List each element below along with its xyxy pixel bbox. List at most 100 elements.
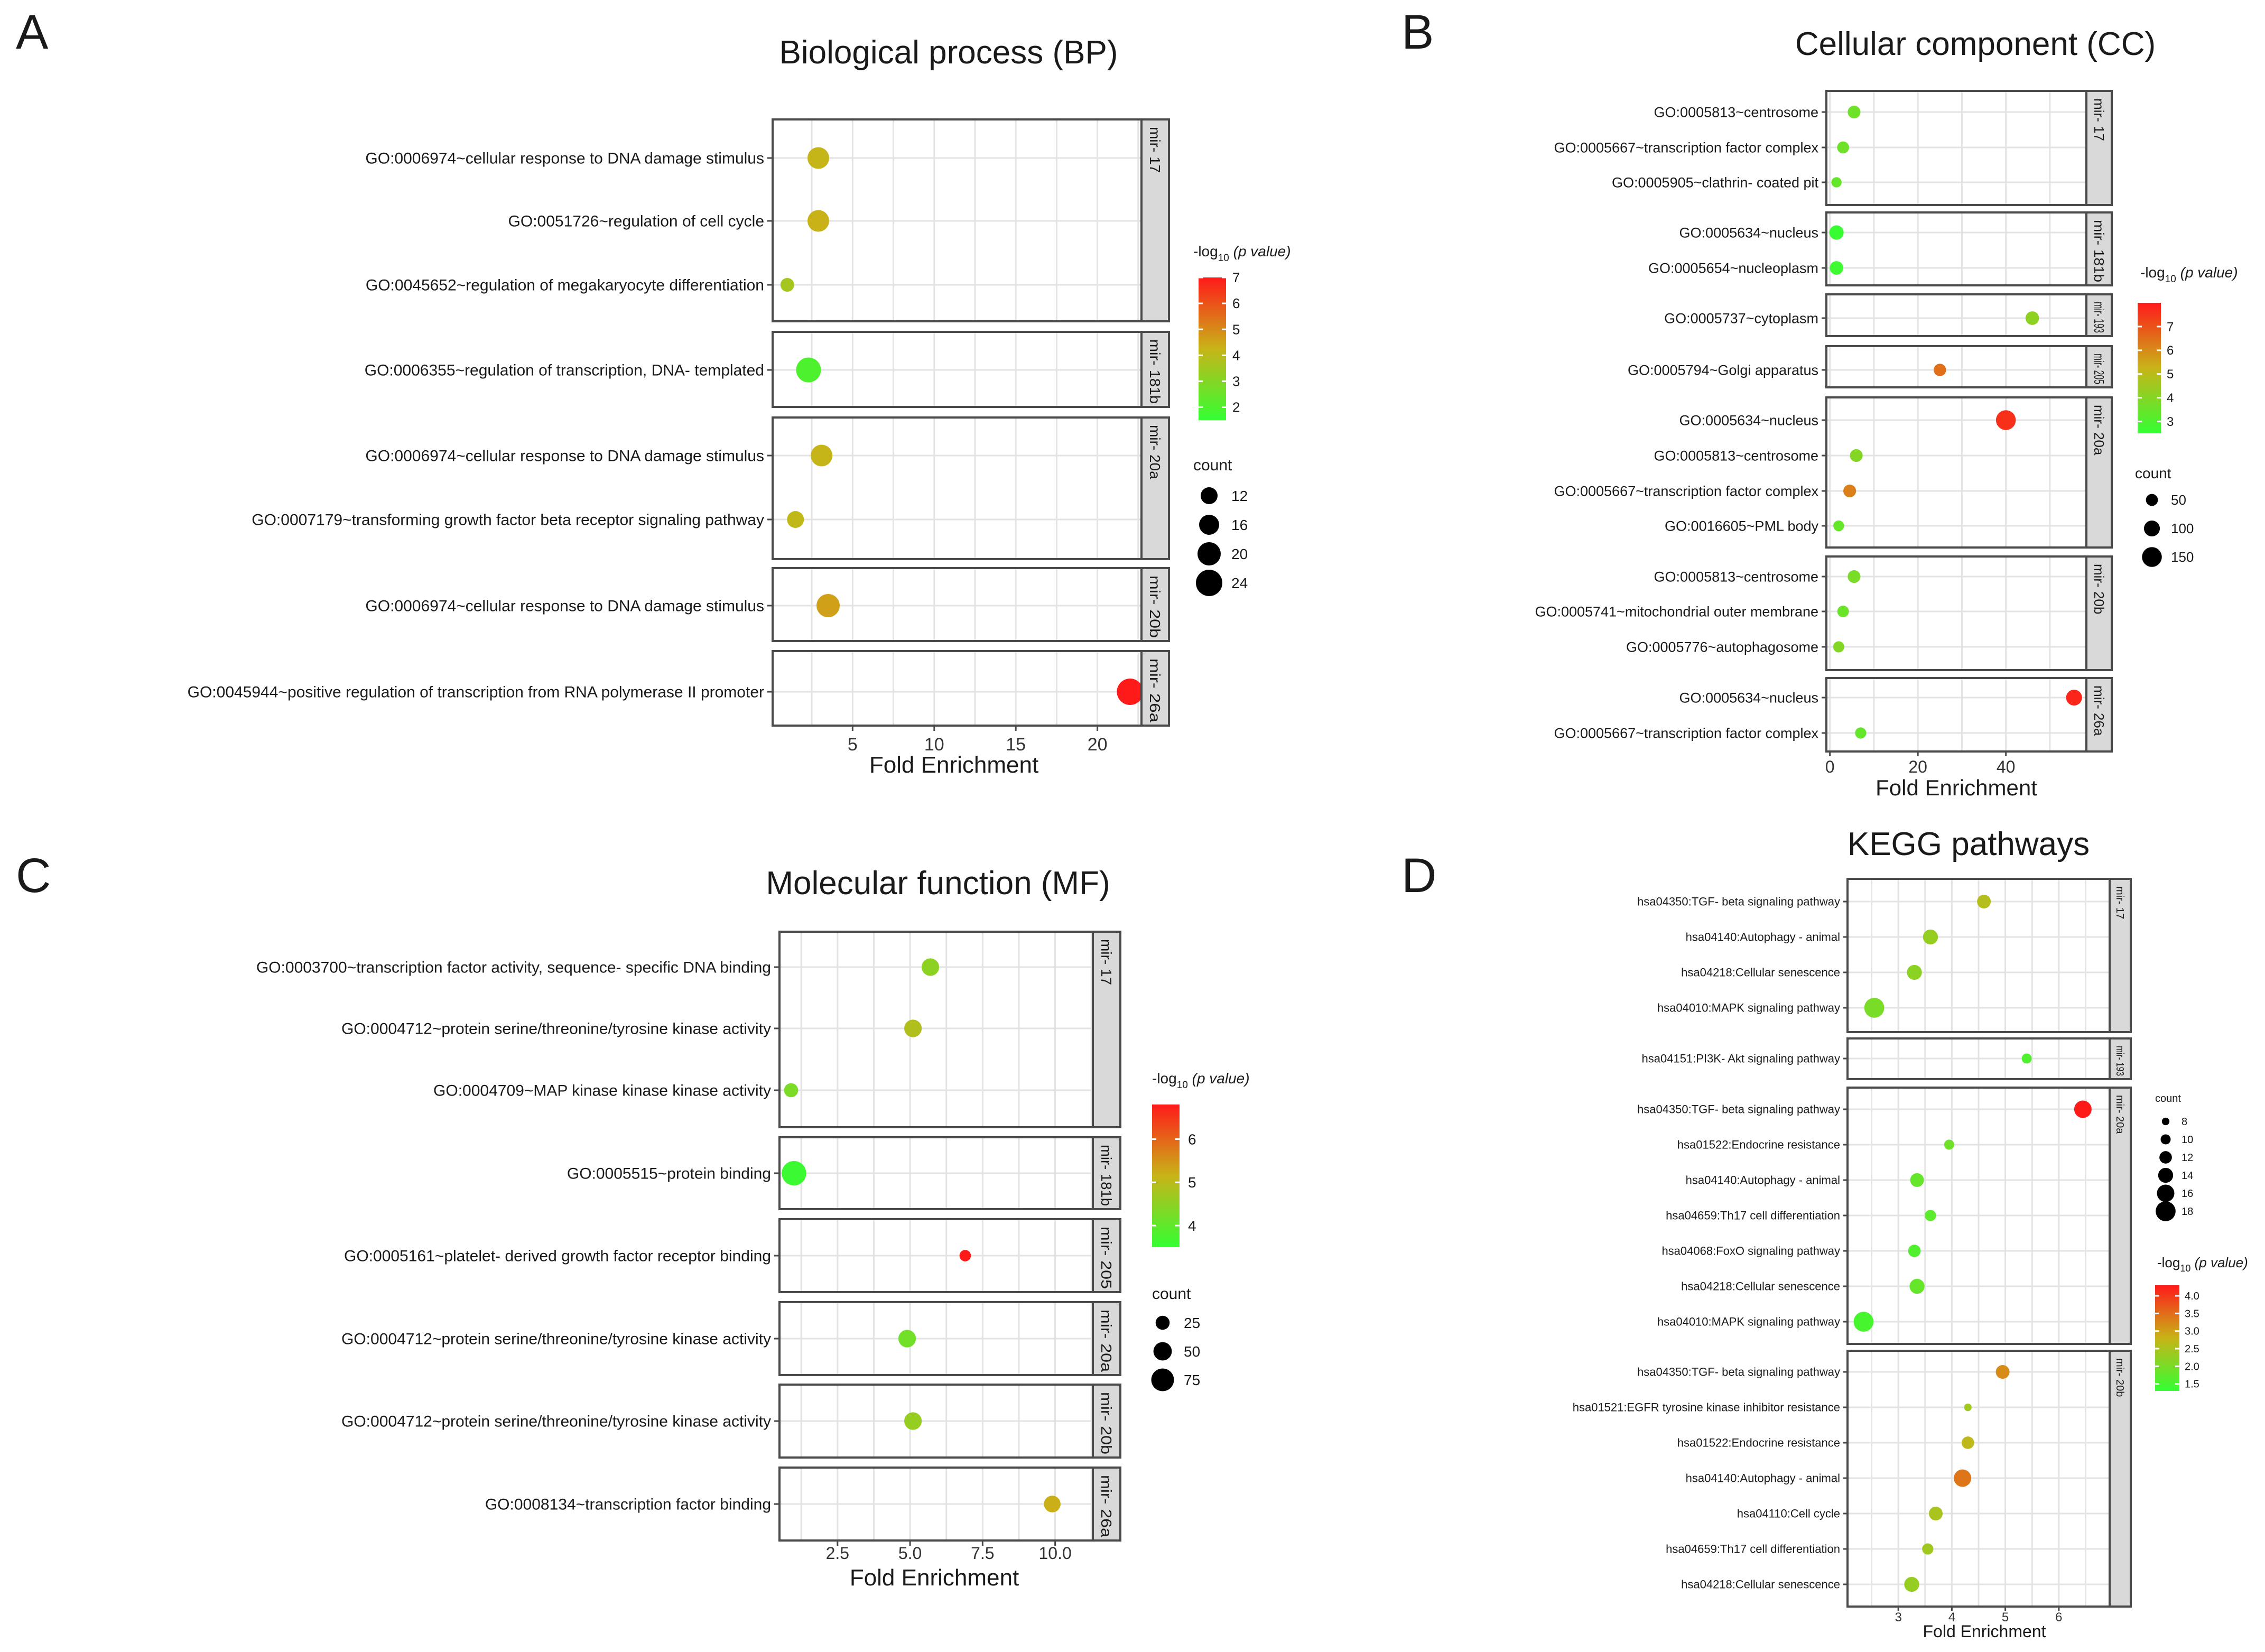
size-legend-dot xyxy=(2158,1167,2174,1183)
facet-mir-181b: GO:0005634~nucleus GO:0005654~nucleoplasm… xyxy=(1648,211,2113,286)
x-tick-label: 10 xyxy=(924,735,944,755)
facet-mir-20b: GO:0005813~centrosome GO:0005741~mitochon… xyxy=(1535,555,2113,671)
panel-a-x-axis-label: Fold Enrichment xyxy=(869,752,1038,778)
size-legend-label: 16 xyxy=(1231,517,1248,533)
enrichment-point xyxy=(780,278,794,292)
panel-a-title: Biological process (BP) xyxy=(779,34,1118,71)
x-tick-label: 6 xyxy=(2055,1610,2062,1625)
term-label: GO:0008134~transcription factor binding xyxy=(485,1496,771,1514)
facet-mir-20a: hsa04350:TGF- beta signaling pathway hsa0… xyxy=(1637,1087,2132,1345)
enrichment-point xyxy=(1908,1245,1921,1257)
panel-b-plot: GO:0005813~centrosome GO:0005667~transcri… xyxy=(1535,90,2113,776)
panel-b-x-axis-label: Fold Enrichment xyxy=(1876,775,2037,800)
panel-letter-d: D xyxy=(1401,849,1436,903)
enrichment-point xyxy=(2021,1053,2032,1064)
term-label: GO:0006974~cellular response to DNA dama… xyxy=(365,150,764,168)
size-legend-dot xyxy=(2160,1134,2171,1145)
panel-letter-c: C xyxy=(16,849,51,903)
colorbar-tick-label: 7 xyxy=(2167,320,2174,334)
enrichment-point xyxy=(1929,1507,1943,1520)
facet-mir-17: GO:0005813~centrosome GO:0005667~transcri… xyxy=(1554,90,2113,206)
facet-strip xyxy=(2109,878,2132,1033)
colorbar-tick-label: 4 xyxy=(1232,347,1240,363)
term-label: hsa04140:Autophagy - animal xyxy=(1686,931,1840,944)
term-label: hsa04659:Th17 cell differentiation xyxy=(1666,1209,1840,1222)
term-label: GO:0004712~protein serine/threonine/tyro… xyxy=(341,1331,771,1348)
size-legend-label: 100 xyxy=(2171,521,2194,536)
term-label: GO:0051726~regulation of cell cycle xyxy=(508,213,764,230)
colorbar-tick-label: 2.5 xyxy=(2185,1343,2199,1355)
facet-strip xyxy=(2085,555,2113,671)
facet-mir-20b: GO:0004712~protein serine/threonine/tyro… xyxy=(341,1384,1121,1459)
size-legend-dot xyxy=(1196,570,1222,596)
colorbar-tick-label: 2 xyxy=(1232,400,1240,415)
panel-b-color-legend: -log10 (p value) 7 6 5 4 3 xyxy=(2138,264,2238,433)
enrichment-point xyxy=(1864,998,1885,1018)
facet-strip xyxy=(1140,650,1170,727)
enrichment-point xyxy=(807,210,829,232)
facet-mir-205: GO:0005794~Golgi apparatus mir- 205 xyxy=(1628,345,2113,388)
term-label: hsa04068:FoxO signaling pathway xyxy=(1661,1245,1840,1258)
term-label: GO:0006974~cellular response to DNA dama… xyxy=(365,598,764,615)
facet-strip-label: mir- 181b xyxy=(1147,339,1163,404)
size-legend-label: 12 xyxy=(1231,488,1248,504)
facet-frame xyxy=(772,416,1143,560)
colorbar-tick-label: 3.5 xyxy=(2185,1308,2199,1320)
size-legend-dot xyxy=(2142,547,2162,567)
enrichment-point xyxy=(811,444,833,467)
term-label: GO:0005813~centrosome xyxy=(1654,569,1818,584)
size-legend-dot xyxy=(1201,487,1218,504)
facet-mir-20a: GO:0004712~protein serine/threonine/tyro… xyxy=(341,1301,1121,1376)
colorbar-tick-label: 5 xyxy=(1188,1174,1196,1191)
size-legend-dot xyxy=(2146,494,2158,506)
colorbar xyxy=(2138,303,2161,433)
facet-mir-205: GO:0005161~platelet- derived growth fact… xyxy=(344,1218,1121,1293)
facet-mir-17: GO:0003700~transcription factor activity… xyxy=(256,931,1121,1128)
facet-mir-17: GO:0006974~cellular response to DNA dama… xyxy=(365,118,1170,322)
facet-strip xyxy=(1092,1384,1121,1459)
facet-strip-label: mir- 20b xyxy=(2091,564,2107,614)
facet-frame xyxy=(772,650,1143,727)
facet-strip xyxy=(1140,416,1170,560)
term-label: GO:0005634~nucleus xyxy=(1679,690,1818,706)
term-label: GO:0005654~nucleoplasm xyxy=(1648,260,1818,276)
size-legend-label: 75 xyxy=(1184,1372,1200,1388)
enrichment-point xyxy=(1850,449,1863,462)
facet-strip-label: mir- 26a xyxy=(2091,685,2107,736)
enrichment-point xyxy=(1117,679,1144,705)
size-legend-label: 16 xyxy=(2182,1188,2193,1200)
enrichment-point xyxy=(1843,484,1856,498)
term-label: hsa04140:Autophagy - animal xyxy=(1686,1174,1840,1187)
color-legend-title: -log10 (p value) xyxy=(2157,1255,2248,1274)
term-label: GO:0005813~centrosome xyxy=(1654,448,1818,463)
size-legend-dot xyxy=(2159,1151,2172,1164)
color-legend-title: -log10 (p value) xyxy=(1193,243,1291,264)
panel-b-cellular-component: B Cellular component (CC) GO:0005813~cen… xyxy=(1401,5,2238,800)
facet-mir-181b: GO:0006355~regulation of transcription, … xyxy=(365,331,1170,408)
enrichment-point xyxy=(782,1161,806,1186)
enrichment-point xyxy=(1909,1278,1925,1294)
colorbar-tick-label: 5 xyxy=(2167,367,2174,382)
facet-frame xyxy=(1825,293,2087,337)
enrichment-point xyxy=(1961,1436,1974,1449)
x-tick-label: 10.0 xyxy=(1038,1544,1071,1563)
term-label: GO:0004712~protein serine/threonine/tyro… xyxy=(341,1020,771,1038)
size-legend-label: 18 xyxy=(2182,1206,2193,1218)
facet-mir-20a: GO:0005634~nucleus GO:0005813~centrosome G… xyxy=(1554,396,2113,549)
facet-strip-label: mir- 20a xyxy=(1098,1310,1115,1372)
enrichment-point xyxy=(1853,1312,1874,1332)
panel-a-color-legend: -log10 (p value) 7 6 5 4 3 2 xyxy=(1193,243,1291,420)
facet-frame xyxy=(1825,211,2087,286)
term-label: GO:0003700~transcription factor activity… xyxy=(256,959,771,977)
facet-strip-label: mir- 181b xyxy=(1098,1145,1115,1206)
enrichment-point xyxy=(2025,311,2039,325)
term-label: GO:0016605~PML body xyxy=(1665,518,1818,534)
enrichment-point xyxy=(904,1019,922,1037)
term-label: GO:0005515~protein binding xyxy=(567,1165,771,1183)
enrichment-point xyxy=(796,357,821,383)
size-legend-title: count xyxy=(2155,1093,2181,1105)
facet-strip xyxy=(2109,1350,2132,1608)
x-tick-label: 40 xyxy=(1997,757,2016,776)
size-legend-title: count xyxy=(1152,1285,1191,1303)
size-legend-dot xyxy=(2157,1184,2175,1202)
